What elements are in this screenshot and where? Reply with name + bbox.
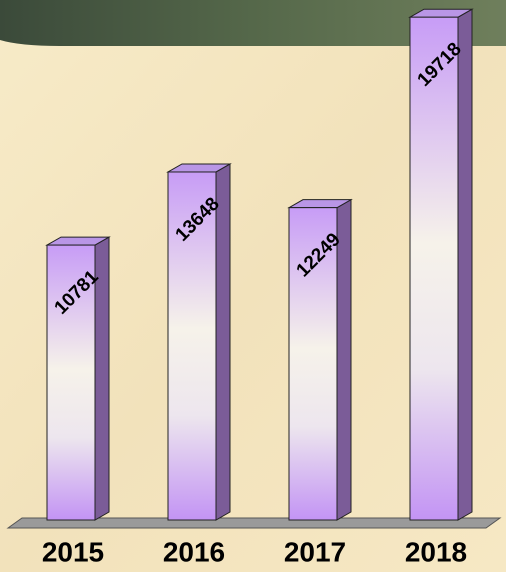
x-tick-label: 2015 [42, 536, 104, 567]
x-tick-label: 2018 [405, 536, 467, 567]
x-tick-label: 2017 [284, 536, 346, 567]
x-tick-label: 2016 [163, 536, 225, 567]
floor [6, 517, 502, 529]
bar [288, 207, 338, 521]
bar [167, 171, 217, 521]
header-photo [0, 0, 506, 46]
bar [409, 16, 459, 521]
bar-side [215, 163, 231, 521]
bar-side [457, 8, 473, 521]
bar [46, 244, 96, 521]
